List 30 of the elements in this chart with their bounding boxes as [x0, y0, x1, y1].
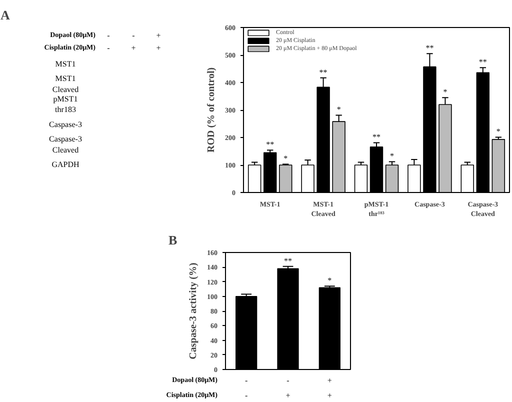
data-label: *	[284, 154, 288, 164]
category-label: - +	[131, 31, 136, 52]
data-label: *	[443, 88, 448, 97]
bar	[236, 296, 258, 370]
category-label: MST1	[55, 60, 76, 68]
category-label: - +	[286, 376, 290, 400]
category-label: + +	[156, 31, 161, 52]
data-label: **	[426, 44, 434, 53]
category-label: Caspase-3 Cleaved	[49, 134, 82, 154]
data-label: **	[319, 68, 328, 77]
data-label: *	[336, 105, 341, 114]
data-label: **	[266, 140, 274, 150]
chart-title: B	[168, 232, 178, 248]
bar	[318, 287, 340, 370]
data-label: *	[496, 127, 500, 136]
category-label: + +	[327, 376, 332, 400]
category-label: Caspase-3	[49, 120, 82, 129]
data-label: **	[372, 132, 380, 142]
y-axis-title: Caspase-3 activity (%)	[188, 262, 199, 360]
data-label: **	[478, 58, 487, 67]
data-label: *	[328, 276, 332, 286]
text: A	[0, 8, 10, 22]
data-label: *	[390, 152, 394, 161]
data-label: **	[284, 256, 292, 266]
category-label: pMST1 thr183	[53, 94, 78, 114]
category-label: - -	[245, 376, 248, 400]
bar	[277, 268, 299, 370]
category-label: - -	[107, 31, 110, 52]
y-axis-title: ROD (% of control)	[206, 67, 217, 153]
category-label: GAPDH	[52, 160, 80, 170]
